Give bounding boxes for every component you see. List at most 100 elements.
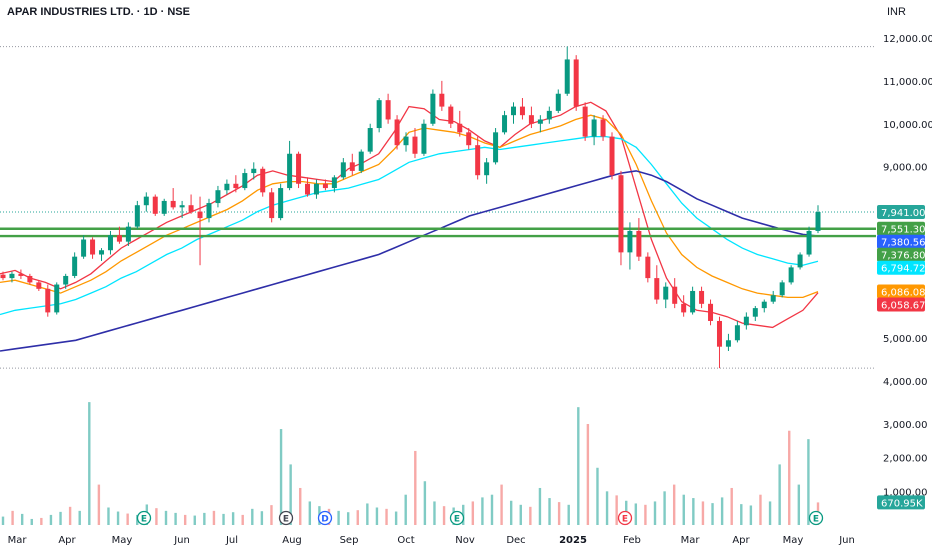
time-axis-label: Mar	[8, 535, 28, 546]
candle-body	[752, 308, 758, 317]
event-marker: E	[808, 510, 824, 526]
volume-bar	[260, 511, 264, 525]
event-marker-letter: D	[321, 515, 328, 525]
candle	[45, 284, 51, 317]
currency-label: INR	[887, 6, 906, 18]
candle	[385, 93, 391, 124]
candle	[716, 316, 722, 369]
candle	[358, 149, 364, 174]
candle-body	[322, 183, 328, 189]
candle-body	[797, 254, 803, 268]
volume-bar	[711, 503, 714, 525]
candle	[134, 200, 140, 229]
price-label-box	[877, 495, 925, 510]
candle-body	[260, 168, 266, 193]
candle-body	[152, 196, 158, 214]
candle-body	[761, 301, 767, 309]
volume-bar	[797, 484, 801, 525]
candle	[815, 205, 821, 234]
candle-body	[63, 275, 69, 285]
volume-bar	[203, 512, 206, 525]
price-label-box	[877, 205, 925, 220]
candle-body	[134, 205, 140, 227]
volume-bar	[68, 506, 72, 525]
candle	[394, 115, 400, 150]
candle-body	[287, 153, 293, 189]
candle-body	[510, 106, 516, 116]
candle	[188, 194, 194, 214]
volume-bar	[222, 513, 225, 525]
candle-body	[519, 106, 525, 116]
volume-bar	[490, 494, 494, 525]
volume-bar	[596, 467, 599, 525]
candle-body	[448, 106, 454, 124]
candle-body	[537, 119, 543, 124]
candle	[296, 151, 302, 189]
candle	[627, 222, 633, 270]
candle	[170, 188, 176, 210]
candle-body	[242, 173, 248, 189]
candle-body	[636, 230, 642, 257]
candle	[519, 98, 525, 120]
candle-body	[340, 162, 346, 178]
candle	[54, 282, 60, 315]
candle-body	[815, 212, 821, 231]
candle-body	[90, 239, 96, 255]
time-axis-label: Apr	[58, 535, 76, 546]
candle	[708, 299, 714, 326]
price-label-text: 6,086.08	[881, 288, 926, 299]
volume-bar	[644, 504, 647, 525]
candle	[457, 110, 463, 137]
candle	[430, 89, 436, 126]
candle-body	[555, 93, 561, 111]
candle	[305, 177, 311, 197]
volume-bar	[442, 506, 446, 525]
volume-bar	[433, 501, 436, 525]
volume-tick-label: 2,000.00	[883, 454, 928, 465]
candle-body	[779, 282, 785, 296]
volume-bar	[385, 508, 388, 525]
volume-bar	[251, 508, 254, 525]
candle	[63, 273, 69, 289]
volume-bar	[1, 516, 5, 525]
candle	[779, 280, 785, 298]
volume-bar	[97, 484, 101, 525]
candle	[313, 179, 319, 199]
candle	[600, 115, 606, 141]
candle	[573, 55, 579, 111]
volume-bar	[11, 510, 14, 525]
candle-body	[385, 100, 391, 120]
volume-bar	[672, 484, 676, 525]
volume-bar	[183, 514, 187, 525]
volume-bar	[30, 518, 33, 525]
price-label: 7,551.30	[877, 221, 926, 236]
candle	[493, 128, 499, 165]
candle	[81, 235, 87, 259]
candle-body	[197, 211, 203, 219]
candle-body	[582, 106, 588, 137]
candle	[672, 278, 678, 309]
candle	[743, 312, 749, 330]
candle	[788, 265, 794, 285]
candle-body	[233, 183, 239, 189]
candle	[322, 179, 328, 191]
candle-body	[9, 273, 15, 279]
volume-bar	[586, 424, 590, 525]
candle-body	[618, 175, 624, 253]
candle-body	[806, 230, 812, 255]
candle-body	[654, 278, 660, 300]
candle	[636, 218, 642, 261]
volume-bar	[605, 491, 609, 525]
price-label: 7,380.56	[877, 234, 926, 249]
candle	[116, 226, 122, 244]
volume-bar	[270, 505, 273, 525]
volume-bar	[155, 508, 158, 525]
candle	[699, 286, 705, 309]
volume-bar	[126, 513, 129, 525]
price-label-box	[877, 297, 925, 312]
price-tick-label: 4,000.00	[883, 377, 928, 388]
volume-bar	[423, 481, 427, 525]
candle-body	[439, 93, 445, 107]
volume-bar	[768, 501, 772, 525]
